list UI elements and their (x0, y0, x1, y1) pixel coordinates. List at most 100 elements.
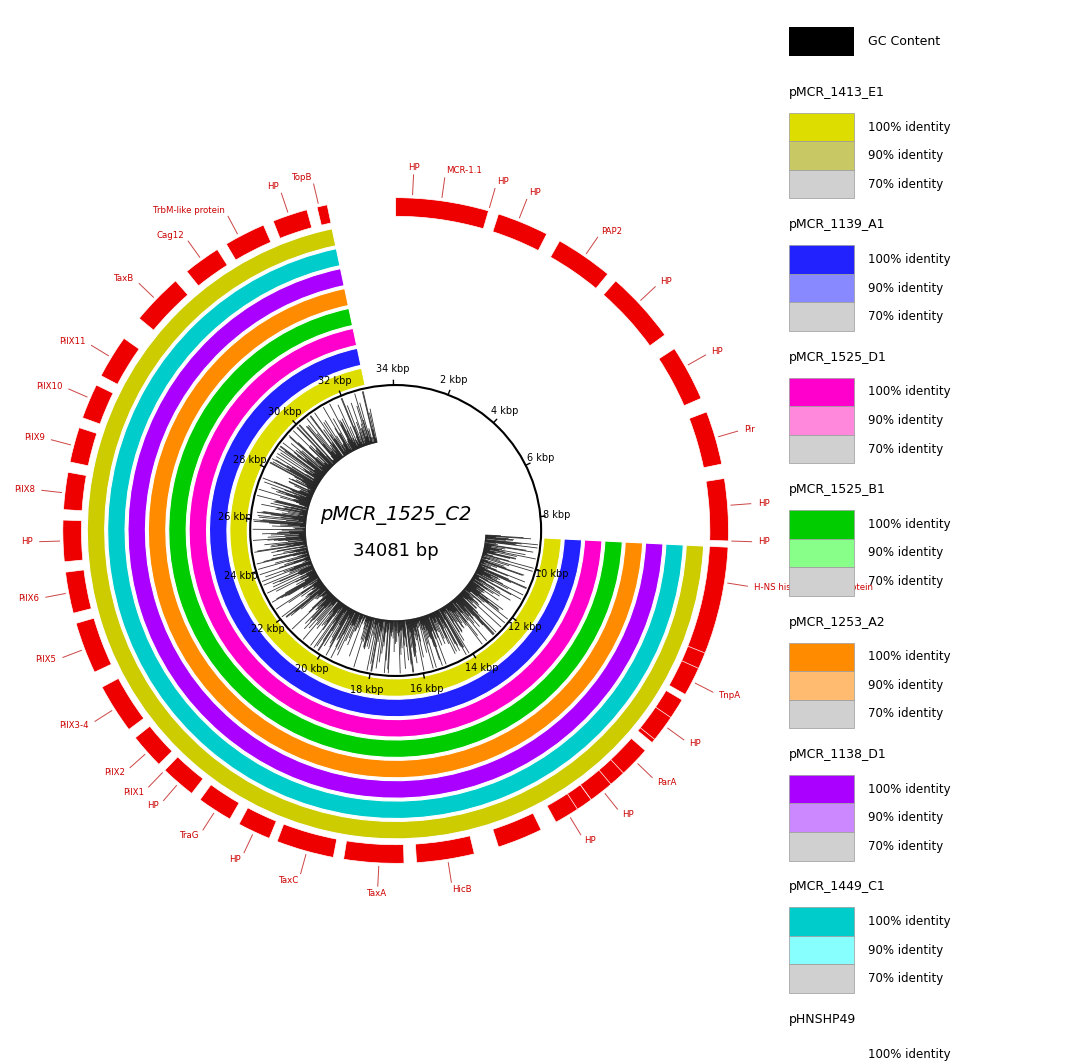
Text: 100% identity: 100% identity (868, 254, 951, 266)
Wedge shape (107, 248, 683, 818)
Text: 12 kbp: 12 kbp (508, 623, 542, 632)
Wedge shape (415, 836, 475, 863)
Text: H-NS histone family protein: H-NS histone family protein (754, 582, 874, 592)
Wedge shape (65, 570, 91, 613)
Wedge shape (165, 756, 203, 794)
Bar (789, 699, 854, 728)
Text: HP: HP (230, 854, 241, 864)
Text: 90% identity: 90% identity (868, 679, 943, 692)
Text: 26 kbp: 26 kbp (218, 512, 251, 522)
Bar (789, 643, 854, 671)
Wedge shape (201, 785, 240, 819)
Text: pMCR_1525_D1: pMCR_1525_D1 (789, 351, 887, 364)
Text: TaxC: TaxC (279, 876, 299, 885)
Text: 90% identity: 90% identity (868, 943, 943, 957)
Wedge shape (396, 197, 489, 229)
Text: HicB: HicB (452, 885, 473, 893)
Text: 70% identity: 70% identity (868, 442, 943, 455)
Text: pMCR_1525_C2: pMCR_1525_C2 (320, 506, 472, 525)
Wedge shape (102, 678, 144, 730)
Text: HP: HP (584, 836, 596, 846)
Text: pMCR_1139_A1: pMCR_1139_A1 (789, 219, 886, 231)
Text: HP: HP (147, 801, 159, 811)
Bar (789, 170, 854, 198)
Text: HP: HP (408, 163, 420, 172)
Bar (789, 274, 854, 302)
Bar (789, 907, 854, 936)
Bar (789, 112, 854, 141)
Text: 100% identity: 100% identity (868, 783, 951, 796)
Text: 2 kbp: 2 kbp (440, 375, 467, 385)
Wedge shape (589, 740, 644, 794)
Wedge shape (136, 726, 172, 764)
Wedge shape (659, 349, 701, 405)
Bar (789, 964, 854, 993)
Bar (789, 510, 854, 539)
Text: 34 kbp: 34 kbp (376, 364, 410, 373)
Wedge shape (580, 770, 611, 800)
Bar (789, 302, 854, 331)
Text: HP: HP (529, 189, 541, 197)
Text: 70% identity: 70% identity (868, 839, 943, 853)
Bar (789, 378, 854, 406)
Text: PilX11: PilX11 (59, 337, 86, 346)
Text: TnpA: TnpA (719, 691, 741, 700)
Text: 20 kbp: 20 kbp (295, 664, 328, 674)
Text: 28 kbp: 28 kbp (233, 455, 267, 465)
Text: TraG: TraG (180, 832, 199, 840)
Wedge shape (128, 268, 663, 798)
Text: 32 kbp: 32 kbp (319, 376, 352, 385)
Text: HP: HP (21, 538, 33, 546)
Bar (789, 245, 854, 274)
Wedge shape (76, 619, 112, 673)
Text: 16 kbp: 16 kbp (410, 684, 443, 694)
Bar (789, 28, 854, 56)
Text: 100% identity: 100% identity (868, 650, 951, 663)
Bar (789, 435, 854, 464)
Text: pMCR_1253_A2: pMCR_1253_A2 (789, 615, 886, 629)
Text: 14 kbp: 14 kbp (465, 662, 499, 673)
Wedge shape (238, 807, 276, 838)
Text: 100% identity: 100% identity (868, 121, 951, 134)
Wedge shape (700, 554, 727, 613)
Text: 10 kbp: 10 kbp (534, 569, 568, 579)
Bar (789, 568, 854, 595)
Wedge shape (551, 241, 608, 289)
Wedge shape (671, 619, 715, 691)
Text: 70% identity: 70% identity (868, 708, 943, 720)
Wedge shape (149, 289, 643, 778)
Text: 6 kbp: 6 kbp (527, 453, 554, 463)
Text: 100% identity: 100% identity (868, 1047, 951, 1061)
Wedge shape (547, 785, 591, 822)
Wedge shape (278, 824, 337, 857)
Text: 30 kbp: 30 kbp (269, 407, 301, 417)
Wedge shape (706, 479, 728, 541)
Wedge shape (88, 229, 704, 839)
Wedge shape (641, 707, 671, 740)
Bar (789, 775, 854, 803)
Text: 100% identity: 100% identity (868, 518, 951, 530)
Text: PilX9: PilX9 (24, 434, 44, 442)
Text: 70% identity: 70% identity (868, 575, 943, 588)
Bar (789, 141, 854, 170)
Text: 18 kbp: 18 kbp (350, 684, 384, 695)
Text: Cag12: Cag12 (156, 231, 184, 240)
Text: MCR-1.1: MCR-1.1 (446, 167, 481, 175)
Text: PilX5: PilX5 (36, 656, 56, 664)
Text: TaxB: TaxB (114, 274, 134, 283)
Text: TaxA: TaxA (367, 889, 387, 898)
Wedge shape (317, 205, 331, 225)
Bar (789, 1040, 854, 1061)
Text: 70% identity: 70% identity (868, 310, 943, 324)
Wedge shape (604, 281, 664, 346)
Text: TopB: TopB (292, 173, 312, 181)
Bar (789, 539, 854, 568)
Wedge shape (186, 249, 228, 285)
Text: TrbM-like protein: TrbM-like protein (153, 206, 224, 214)
Text: pMCR_1138_D1: pMCR_1138_D1 (789, 748, 887, 761)
Wedge shape (63, 520, 82, 562)
Bar (789, 406, 854, 435)
Text: HP: HP (622, 810, 633, 819)
Text: 24 kbp: 24 kbp (223, 572, 257, 581)
Wedge shape (227, 225, 271, 260)
